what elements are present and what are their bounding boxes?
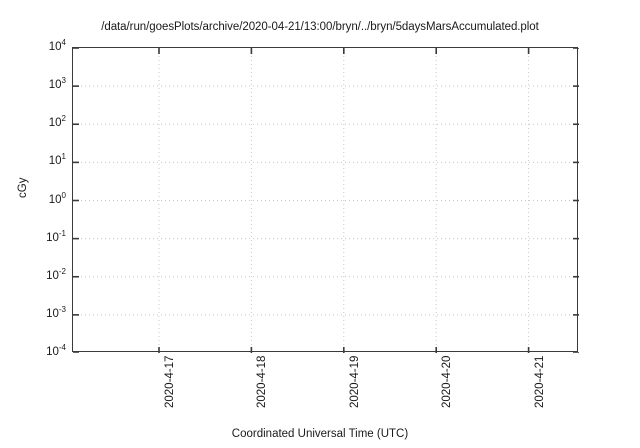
- y-tick-exponent: 4: [61, 38, 66, 48]
- y-tick-label: 10-1: [8, 228, 72, 244]
- x-tick-label: 2020-4-17: [164, 355, 176, 408]
- plot-area: [72, 47, 579, 353]
- plot-gridlines: [73, 48, 579, 353]
- y-tick-mantissa: 10: [46, 346, 59, 358]
- y-tick-exponent: -3: [58, 305, 66, 315]
- y-tick-exponent: 3: [61, 76, 66, 86]
- x-axis-label: Coordinated Universal Time (UTC): [231, 428, 409, 440]
- y-tick-label: 100: [8, 190, 72, 206]
- x-tick-label: 2020-4-19: [348, 355, 361, 408]
- y-tick-exponent: -2: [58, 266, 66, 276]
- y-tick-label: 10-4: [8, 343, 72, 358]
- y-tick-mantissa: 10: [48, 155, 62, 168]
- y-tick-mantissa: 10: [46, 231, 59, 244]
- y-tick-mantissa: 10: [48, 41, 62, 53]
- y-axis-tick-labels: 104 103 102 101 100 10-1 10-2 10-3 10-4: [0, 0, 72, 448]
- y-tick-label: 102: [8, 114, 72, 130]
- chart-title: /data/run/goesPlots/archive/2020-04-21/1…: [101, 21, 539, 33]
- y-tick-mantissa: 10: [46, 307, 59, 320]
- x-tick-label: 2020-4-21: [533, 355, 546, 408]
- y-tick-exponent: -4: [58, 343, 66, 353]
- y-tick-mantissa: 10: [48, 79, 62, 92]
- y-tick-mantissa: 10: [46, 269, 59, 282]
- y-tick-label: 104: [8, 38, 72, 53]
- y-tick-exponent: 2: [61, 114, 66, 124]
- y-tick-label: 10-2: [8, 266, 72, 282]
- y-tick-label: 103: [8, 76, 72, 92]
- y-tick-exponent: 0: [61, 190, 66, 200]
- y-tick-exponent: -1: [58, 228, 66, 238]
- y-tick-exponent: 1: [61, 152, 66, 162]
- x-tick-label: 2020-4-20: [441, 355, 454, 408]
- y-tick-label: 101: [8, 152, 72, 168]
- x-tick-label: 2020-4-18: [256, 355, 269, 408]
- y-tick-mantissa: 10: [48, 193, 62, 206]
- y-tick-mantissa: 10: [48, 117, 62, 130]
- y-tick-label: 10-3: [8, 305, 72, 320]
